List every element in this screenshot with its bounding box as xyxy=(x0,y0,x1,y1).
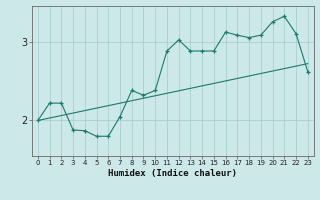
X-axis label: Humidex (Indice chaleur): Humidex (Indice chaleur) xyxy=(108,169,237,178)
